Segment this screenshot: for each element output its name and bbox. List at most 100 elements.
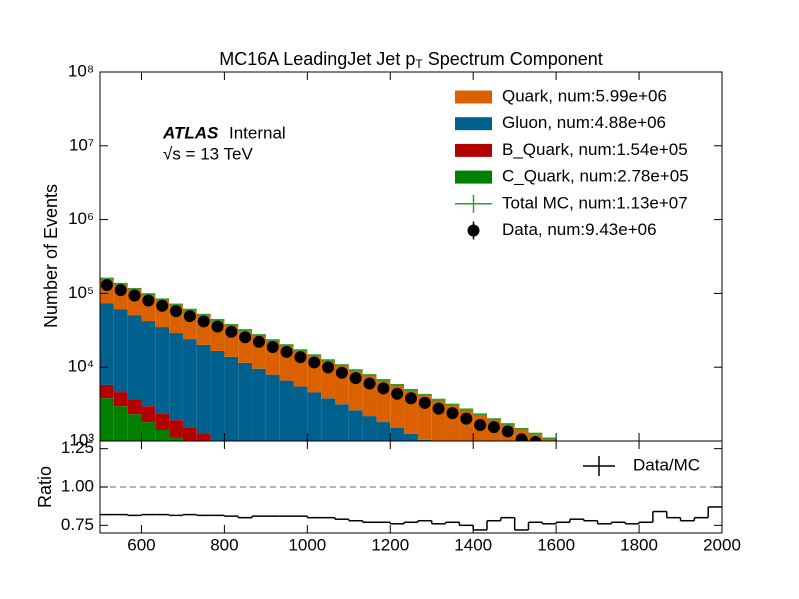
stack-bar xyxy=(169,333,183,421)
x-tick-label: 1800 xyxy=(620,535,658,554)
y-tick-label: 10⁶ xyxy=(68,209,94,228)
y-tick-label: 10⁴ xyxy=(68,357,94,376)
stack-bar xyxy=(321,398,335,441)
legend-label: Total MC, num:1.13e+07 xyxy=(502,193,688,212)
stack-bar xyxy=(348,410,363,441)
stack-bar xyxy=(127,315,142,400)
data-point xyxy=(239,331,252,344)
stack-bar xyxy=(169,420,183,438)
stack-bar xyxy=(362,416,377,441)
y-tick-label: 10⁷ xyxy=(69,135,94,154)
legend-swatch xyxy=(455,170,492,184)
stack-bar xyxy=(376,422,391,441)
ratio-axis-label: Ratio xyxy=(35,466,55,508)
x-tick-label: 600 xyxy=(127,535,155,554)
stack-bar xyxy=(155,327,170,414)
legend-marker xyxy=(467,224,480,237)
stack-bar xyxy=(127,399,142,415)
stack-bar xyxy=(155,413,170,430)
stack-bar xyxy=(390,427,405,441)
data-point xyxy=(252,335,265,348)
stack-bar xyxy=(196,344,211,435)
stack-bar xyxy=(542,438,557,441)
x-tick-label: 2000 xyxy=(703,535,741,554)
legend-swatch xyxy=(455,143,492,157)
stack-bar xyxy=(417,439,432,441)
energy-label: √s = 13 TeV xyxy=(163,144,253,163)
data-point xyxy=(142,294,155,307)
x-tick-label: 1600 xyxy=(537,535,575,554)
data-point xyxy=(100,278,113,291)
stack-bar xyxy=(224,356,239,441)
data-point xyxy=(501,425,514,438)
stack-bar xyxy=(404,433,418,441)
legend-swatch xyxy=(455,90,492,104)
stack-bar xyxy=(238,362,253,441)
data-point xyxy=(405,392,417,405)
stack-bar xyxy=(155,429,170,441)
stack-bar xyxy=(113,309,128,393)
stack-bar xyxy=(334,404,349,441)
x-tick-label: 1200 xyxy=(371,535,409,554)
stack-bar xyxy=(196,434,211,441)
stack-bar xyxy=(279,380,294,441)
data-point xyxy=(294,351,307,364)
legend-swatch xyxy=(455,117,492,131)
status-label: Internal xyxy=(229,123,286,142)
stack-bar xyxy=(100,398,114,441)
y-tick-label: 10⁸ xyxy=(68,61,94,80)
data-point xyxy=(225,325,238,338)
chart-title: MC16A LeadingJet Jet pT Spectrum Compone… xyxy=(219,49,603,71)
data-point xyxy=(515,433,528,441)
data-point xyxy=(363,377,376,390)
stack-bar xyxy=(293,386,308,441)
data-point xyxy=(432,402,445,415)
stack-bar xyxy=(141,422,156,441)
data-point xyxy=(197,315,210,328)
data-point xyxy=(266,340,279,353)
stack-bar xyxy=(141,321,156,407)
data-point xyxy=(170,305,183,318)
x-tick-label: 800 xyxy=(210,535,238,554)
experiment-label: ATLAS xyxy=(162,123,219,142)
stack-bar xyxy=(182,339,197,428)
data-point xyxy=(280,345,293,358)
data-point xyxy=(308,356,321,369)
data-point xyxy=(335,366,348,379)
data-point xyxy=(322,361,335,374)
stack-bar xyxy=(127,414,142,441)
legend-label: C_Quark, num:2.78e+05 xyxy=(502,167,689,186)
stack-bar xyxy=(100,384,114,399)
stack-bar xyxy=(252,368,266,441)
data-point xyxy=(487,421,500,434)
data-point xyxy=(418,396,431,409)
data-point xyxy=(114,284,127,297)
data-point xyxy=(391,387,404,400)
y-tick-label: 10³ xyxy=(69,430,94,449)
data-point xyxy=(460,412,473,425)
y-tick-label: 10⁵ xyxy=(68,283,94,302)
ratio-panel xyxy=(100,486,722,531)
data-point xyxy=(529,436,542,441)
x-tick-label: 1400 xyxy=(454,535,492,554)
stack-bar xyxy=(307,392,322,441)
data-point xyxy=(349,372,362,385)
main-panel xyxy=(100,277,557,441)
stack-bar xyxy=(113,406,128,441)
stack-bar xyxy=(113,392,128,407)
stack-bar xyxy=(210,350,225,441)
stack-bar xyxy=(141,406,156,423)
data-point xyxy=(183,310,196,323)
ratio-y-tick-label: 1.25 xyxy=(61,438,94,457)
legend-label: Data, num:9.43e+06 xyxy=(502,220,657,239)
stack-bar xyxy=(100,303,114,385)
ratio-y-tick-label: 1.00 xyxy=(61,476,94,495)
y-axis-label: Number of Events xyxy=(41,184,61,328)
data-point xyxy=(156,299,169,312)
data-point xyxy=(377,382,390,395)
stack-bar xyxy=(169,437,183,441)
stack-bar xyxy=(182,427,197,441)
legend-label: Quark, num:5.99e+06 xyxy=(502,86,667,105)
x-tick-label: 1000 xyxy=(288,535,326,554)
